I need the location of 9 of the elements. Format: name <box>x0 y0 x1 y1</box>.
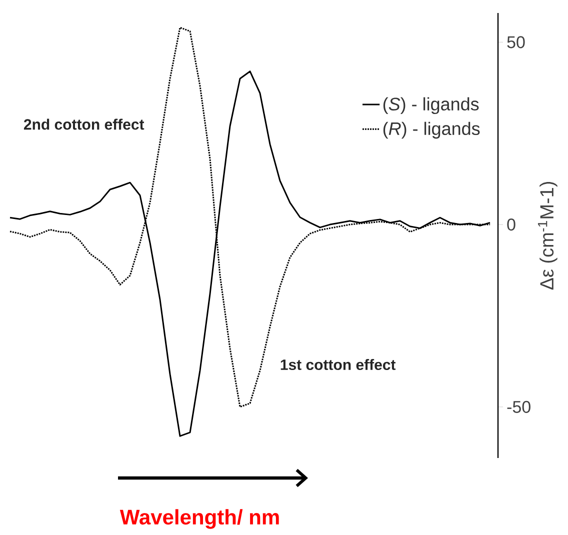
annotation: 1st cotton effect <box>280 359 396 370</box>
y-tick-label: 50 <box>507 36 525 48</box>
y-tick-label: 0 <box>507 218 516 231</box>
x-axis-title: Wavelength/ nm <box>120 509 279 529</box>
legend-label: (S) - ligands <box>383 97 479 114</box>
annotation: 2nd cotton effect <box>24 118 144 130</box>
y-axis-title: Δε (cm$^{-1}$M-1) <box>538 182 558 290</box>
y-tick-label: -50 <box>507 400 530 413</box>
legend-label: (R) - ligands <box>383 122 480 139</box>
